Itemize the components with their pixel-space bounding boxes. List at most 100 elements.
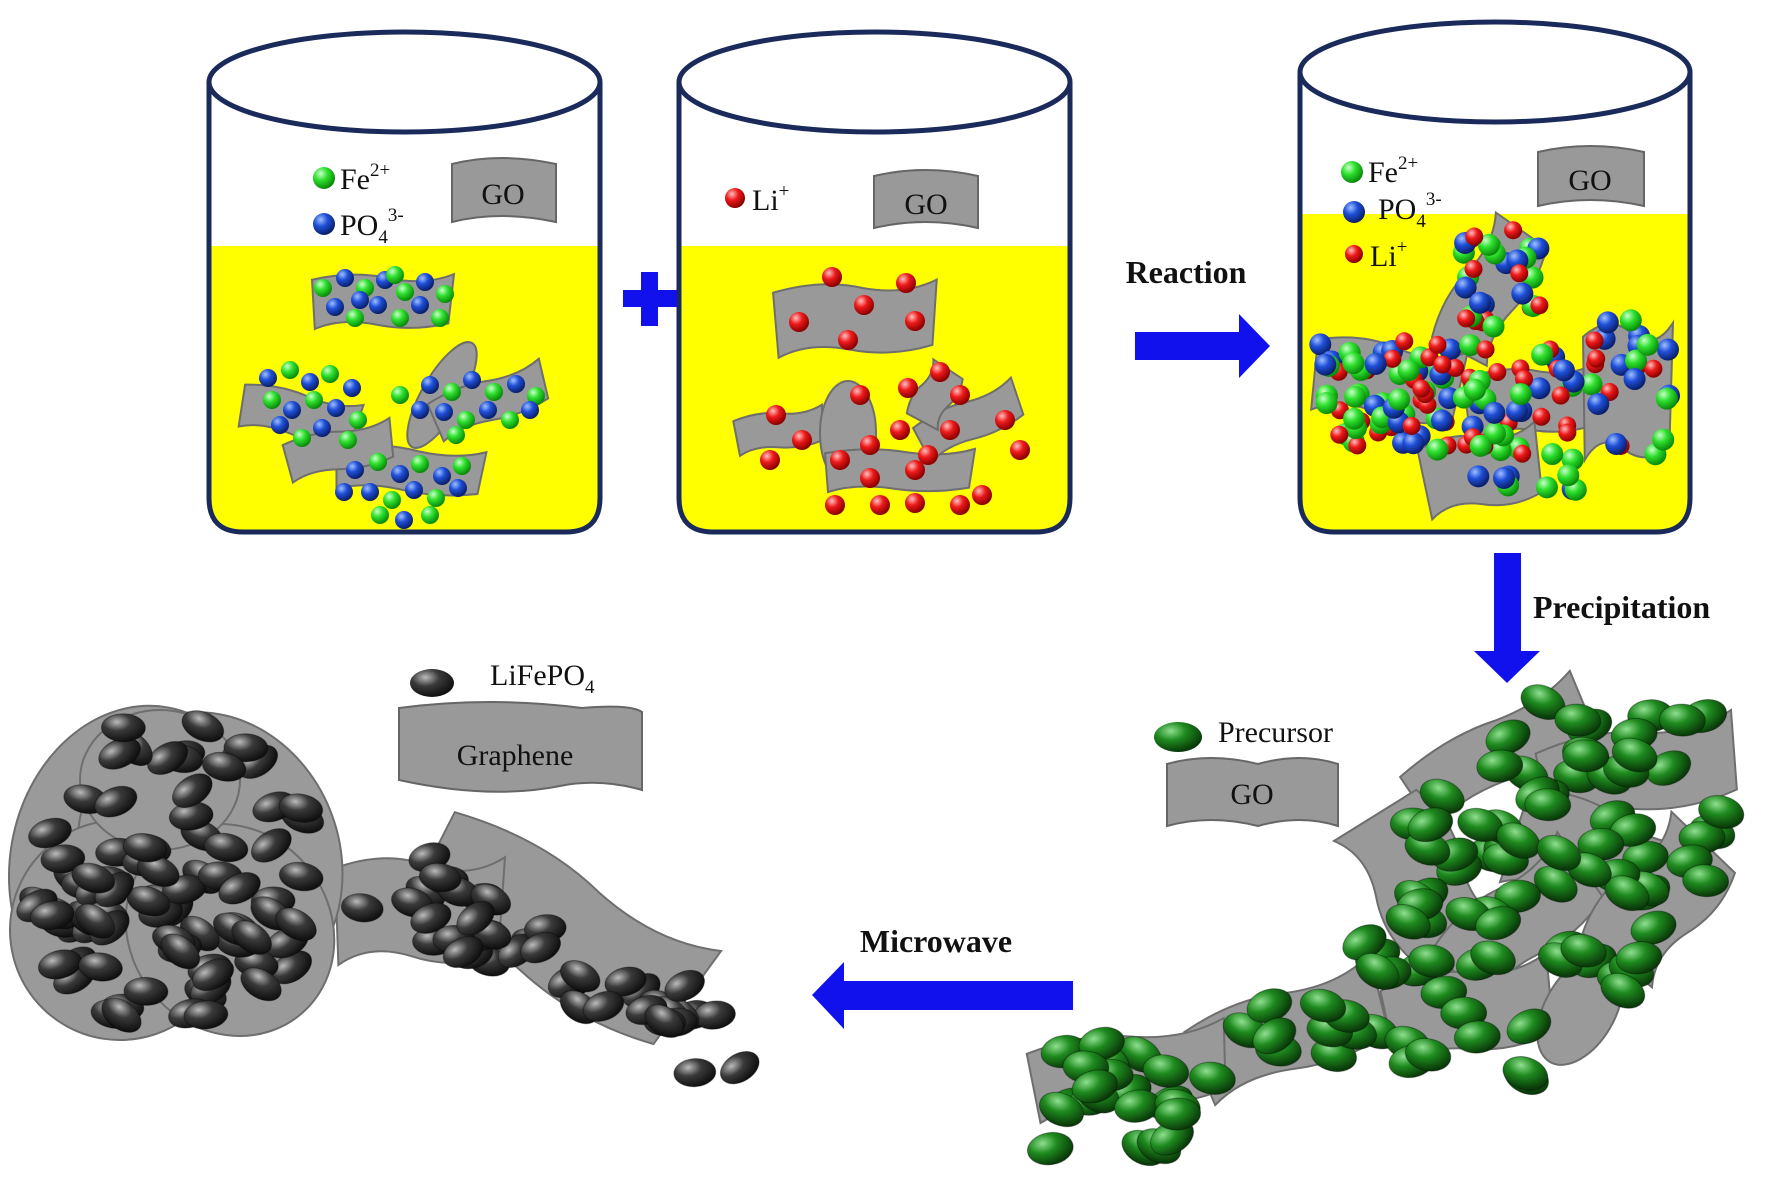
po4-ion xyxy=(346,461,364,479)
po4-ion xyxy=(1493,466,1516,489)
li-ion xyxy=(1465,227,1484,246)
fe-ion xyxy=(349,411,367,429)
precursor-particle xyxy=(1560,933,1607,968)
fe-ion xyxy=(436,285,454,303)
precursor-particle xyxy=(1189,1061,1236,1095)
lifepo4-particle xyxy=(644,1004,684,1039)
fe-ion xyxy=(371,506,389,524)
fe-ion xyxy=(1535,476,1558,499)
po4-ion xyxy=(1587,392,1610,415)
li-ion xyxy=(1383,349,1402,368)
fe-ion xyxy=(1342,352,1365,375)
fe-label-1: Fe xyxy=(340,163,370,196)
precursor-particle xyxy=(1026,1131,1074,1166)
po4-ion xyxy=(1506,399,1529,422)
po4-ion xyxy=(313,419,331,437)
fe-ion xyxy=(1315,392,1338,415)
go-label-2: GO xyxy=(904,188,947,221)
po4-ion xyxy=(1467,465,1490,488)
precursor-particle xyxy=(1611,737,1658,773)
lifepo4-particle xyxy=(191,958,235,992)
beaker-2-rim xyxy=(676,29,1073,135)
lifepo4-particle xyxy=(456,900,495,936)
fe-ion xyxy=(383,491,401,509)
precursor-particle xyxy=(1502,1056,1549,1091)
fe-ion xyxy=(1531,343,1554,366)
precursor-particle xyxy=(1506,1008,1552,1045)
lifepo4-particle xyxy=(218,872,261,905)
fe-ion xyxy=(485,383,503,401)
svg-text:PO43-: PO43- xyxy=(340,205,404,248)
li-ion xyxy=(860,468,880,488)
fe-ion xyxy=(1459,334,1482,357)
li-ion xyxy=(1457,309,1476,328)
li-ion xyxy=(1348,436,1367,455)
li-ion xyxy=(1510,264,1529,283)
po4-ion xyxy=(435,403,453,421)
po4-ion xyxy=(259,369,277,387)
fe-ion xyxy=(1655,387,1678,410)
li-ion xyxy=(860,435,880,455)
fe-ion xyxy=(339,431,357,449)
ion-particles xyxy=(16,221,1745,1167)
li-ion xyxy=(1532,407,1551,426)
po4-ion xyxy=(395,511,413,529)
beaker-3-rim xyxy=(1297,19,1693,125)
fe-ion xyxy=(396,283,414,301)
fe-ion xyxy=(457,411,475,429)
fe-ion xyxy=(1624,349,1647,372)
lifepo4-particle xyxy=(519,931,562,964)
li-ion xyxy=(854,295,874,315)
fe-ion xyxy=(321,365,339,383)
li-ion xyxy=(1587,349,1606,368)
po4-ion xyxy=(1605,432,1628,455)
lifepo4-particle xyxy=(94,785,138,818)
li-label-1: Li xyxy=(752,184,779,217)
li-ion xyxy=(1488,363,1507,382)
lifepo4-particle xyxy=(98,737,141,770)
li-ion xyxy=(792,430,812,450)
fe-ion xyxy=(411,455,429,473)
li-ion xyxy=(1476,340,1495,359)
svg-text:Li+: Li+ xyxy=(1370,237,1407,273)
fe-ion xyxy=(501,411,519,429)
lifepo4-particle xyxy=(71,862,116,894)
li-ion xyxy=(830,450,850,470)
li-ion xyxy=(850,385,870,405)
po4-ion xyxy=(327,399,345,417)
lifepo4-particle xyxy=(664,969,706,1002)
lifepo4-particle xyxy=(201,751,247,782)
li-ion xyxy=(1010,440,1030,460)
po4-ion xyxy=(391,465,409,483)
fe-ion xyxy=(1557,464,1580,487)
precursor-particle xyxy=(1142,1054,1190,1088)
graphene-legend-sheet xyxy=(398,701,643,793)
po4-ion xyxy=(1483,401,1506,424)
po4-ion xyxy=(351,291,369,309)
precursor-particle xyxy=(1615,941,1663,975)
po4-ion xyxy=(326,298,344,316)
li-ion xyxy=(1412,379,1431,398)
reaction-label: Reaction xyxy=(1126,254,1247,290)
precipitation-label: Precipitation xyxy=(1533,589,1710,625)
fe-ion xyxy=(1397,359,1420,382)
precursor-particle xyxy=(1600,972,1646,1009)
fe-ion xyxy=(1482,315,1505,338)
po4-ion xyxy=(1402,432,1425,455)
po4-ion xyxy=(1454,276,1477,299)
po4-ion xyxy=(416,273,434,291)
fe-ion xyxy=(431,309,449,327)
fe-ion xyxy=(305,391,323,409)
li-ion xyxy=(896,273,916,293)
li-ion xyxy=(838,330,858,350)
beaker-1-body xyxy=(206,82,603,535)
po4-sub-1: 4 xyxy=(378,227,388,248)
li-ion xyxy=(905,311,925,331)
lifepo4-particle xyxy=(278,861,324,892)
lifepo4-particle xyxy=(29,900,75,931)
li-ion xyxy=(1402,416,1421,435)
precursor-particle xyxy=(1630,910,1677,945)
lifepo4-particle xyxy=(171,773,213,809)
fe-ion xyxy=(1580,373,1603,396)
precursor-particle xyxy=(1554,703,1602,737)
